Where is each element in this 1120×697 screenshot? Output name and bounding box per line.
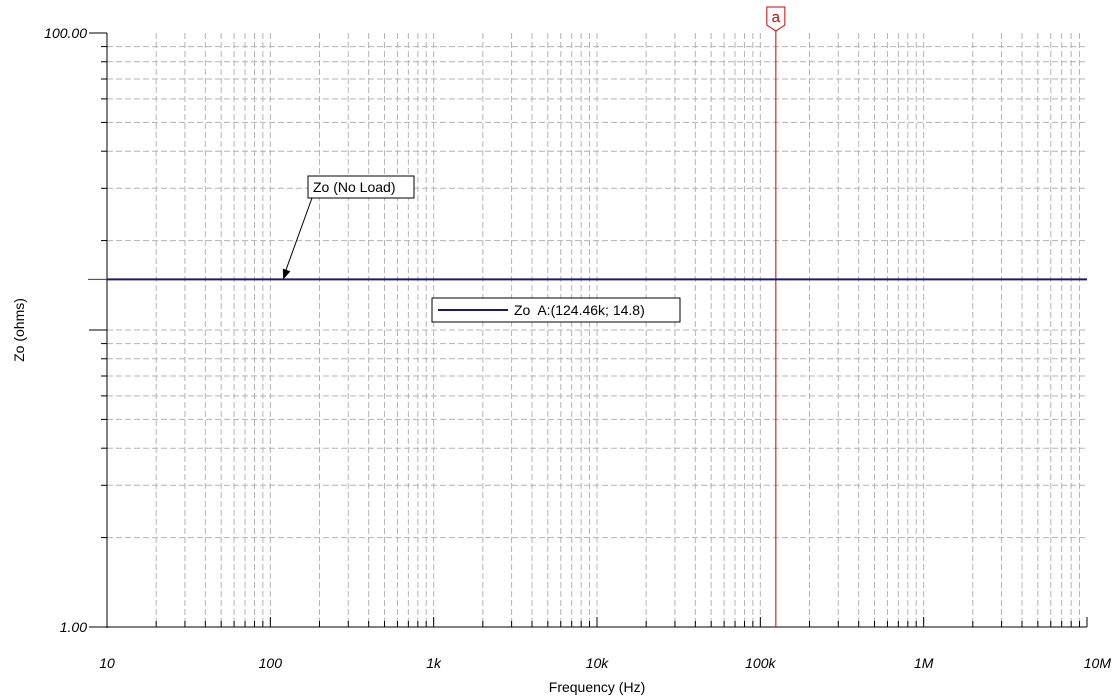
x-tick-label: 10k	[586, 655, 610, 671]
x-tick-label: 100k	[745, 655, 776, 671]
x-axis-title: Frequency (Hz)	[549, 679, 645, 695]
x-tick-label: 10M	[1084, 655, 1112, 671]
x-tick-label: 1M	[914, 655, 934, 671]
y-tick-label: 100.00	[44, 25, 87, 41]
x-tick-label: 1k	[426, 655, 442, 671]
legend-text: Zo A:(124.46k; 14.8)	[514, 302, 645, 318]
y-tick-label: 1.00	[60, 619, 87, 635]
annotation-box	[307, 175, 415, 199]
cursor-marker	[766, 6, 786, 32]
x-tick-label: 10	[99, 655, 115, 671]
x-tick-label: 100	[259, 655, 283, 671]
annotation-arrowhead	[282, 268, 291, 280]
y-axis-title: Zo (ohms)	[11, 298, 27, 362]
cursor-marker-label: a	[772, 9, 781, 26]
annotation-text: Zo (No Load)	[313, 179, 395, 195]
annotation-arrow-line	[282, 197, 313, 278]
